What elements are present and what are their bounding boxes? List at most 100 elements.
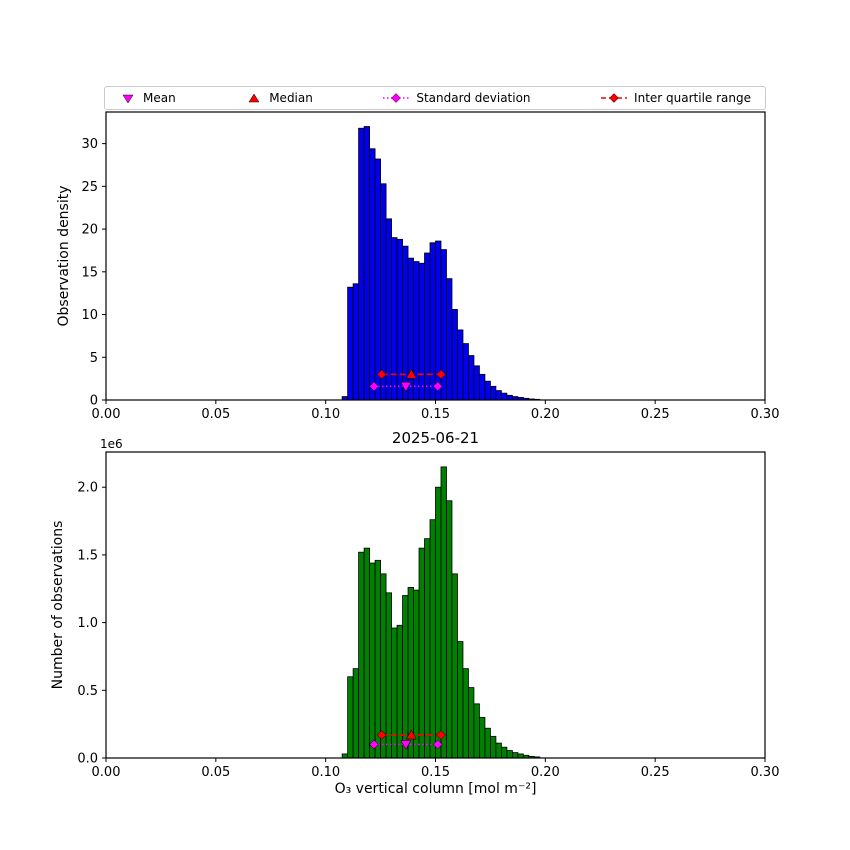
histogram-bar xyxy=(440,466,447,759)
histogram-bar xyxy=(363,126,371,401)
x-tick-label: 0.00 xyxy=(92,765,121,780)
histogram-bar xyxy=(358,551,365,759)
histogram-bar xyxy=(429,519,436,759)
x-tick-label: 0.00 xyxy=(92,407,121,422)
x-tick-label: 0.05 xyxy=(201,407,230,422)
x-tick-label: 0.30 xyxy=(751,765,780,780)
x-tick-label: 0.10 xyxy=(311,765,340,780)
y-tick-label: 5 xyxy=(90,351,98,366)
histogram-bar xyxy=(468,687,475,759)
legend-label-median: Median xyxy=(269,91,313,105)
x-tick-label: 0.25 xyxy=(641,765,670,780)
histogram-bar xyxy=(495,390,502,401)
y-tick-label: 0.0 xyxy=(77,752,98,767)
x-tick-label: 0.10 xyxy=(311,407,340,422)
histogram-bar xyxy=(380,573,387,759)
y-tick-label: 30 xyxy=(81,137,98,152)
histogram-bar xyxy=(402,595,409,759)
histogram-bar xyxy=(374,158,381,401)
histogram-bar xyxy=(473,365,480,401)
histogram-bar xyxy=(462,343,469,401)
histogram-bar xyxy=(347,676,354,759)
legend-label-iqr: Inter quartile range xyxy=(634,91,751,105)
y-tick-label: 20 xyxy=(81,223,98,238)
histogram-bar xyxy=(500,746,508,759)
histogram-bar xyxy=(457,641,464,759)
histogram-bar xyxy=(500,392,508,401)
histogram-bar xyxy=(385,218,392,401)
y-tick-label: 2.0 xyxy=(77,481,98,496)
y-tick-label: 1.0 xyxy=(77,616,98,631)
histogram-bar xyxy=(396,624,403,759)
mean-triangle-down-icon xyxy=(122,94,134,104)
histogram-bar xyxy=(446,278,453,401)
legend-label-mean: Mean xyxy=(143,91,176,105)
x-tick-label: 0.20 xyxy=(531,765,560,780)
y-tick-label: 25 xyxy=(81,180,98,195)
legend: Mean Median Standard deviation Inter qua… xyxy=(104,86,766,110)
x-tick-label: 0.15 xyxy=(421,765,450,780)
histogram-bar xyxy=(473,703,480,759)
iqr-dashed-diamond-icon xyxy=(601,93,628,103)
histogram-bar xyxy=(396,238,403,401)
x-tick-label: 0.20 xyxy=(531,407,560,422)
y-tick-label: 10 xyxy=(81,308,98,323)
histogram-bar xyxy=(506,394,513,401)
x-tick-label: 0.25 xyxy=(641,407,670,422)
std-deviation-dotted-diamond-icon xyxy=(383,93,410,103)
histogram-bar xyxy=(391,237,398,401)
histogram-bar xyxy=(407,257,414,401)
y-tick-label: 1.5 xyxy=(77,548,98,563)
bottom-y-axis-label: Number of observations xyxy=(50,520,66,690)
histogram-bar xyxy=(451,573,458,759)
histogram-bar xyxy=(457,329,464,401)
legend-item-median: Median xyxy=(245,91,313,105)
histogram-bar xyxy=(479,373,486,401)
legend-label-std: Standard deviation xyxy=(416,91,531,105)
legend-item-mean: Mean xyxy=(119,91,176,105)
y-tick-label: 0 xyxy=(90,394,98,409)
histogram-bar xyxy=(435,486,442,759)
x-tick-label: 0.05 xyxy=(201,765,230,780)
y-tick-label: 15 xyxy=(81,265,98,280)
top-y-axis-label: Observation density xyxy=(56,185,72,327)
histogram-bar xyxy=(479,716,486,759)
histogram-bar xyxy=(468,355,475,401)
histogram-bar xyxy=(358,127,365,401)
histogram-bar xyxy=(484,727,491,759)
histogram-bar xyxy=(385,592,392,759)
histogram-bar xyxy=(495,742,502,759)
y-tick-label: 0.5 xyxy=(77,684,98,699)
histogram-bar xyxy=(352,668,360,759)
histogram-bar xyxy=(517,753,524,759)
histogram-bar xyxy=(446,500,453,759)
histogram-bar xyxy=(429,242,436,401)
histogram-bar xyxy=(506,750,513,759)
histogram-bar xyxy=(451,309,458,401)
histogram-bar xyxy=(369,148,376,401)
x-axis-label: O₃ vertical column [mol m⁻²] xyxy=(334,781,537,797)
bottom-chart-title: 2025-06-21 xyxy=(391,429,480,447)
histogram-bar xyxy=(424,538,431,759)
histogram-bar xyxy=(347,286,354,401)
histogram-bar xyxy=(490,385,497,401)
legend-item-std: Standard deviation xyxy=(382,91,531,105)
histogram-bar xyxy=(424,252,431,401)
histogram-bar xyxy=(413,589,420,759)
histogram-bar xyxy=(374,559,381,759)
histogram-bar xyxy=(484,380,491,401)
histogram-bar xyxy=(490,735,497,759)
y-axis-offset-text: 1e6 xyxy=(100,437,123,451)
histogram-bar xyxy=(363,547,371,759)
x-tick-label: 0.30 xyxy=(751,407,780,422)
histogram-bar xyxy=(418,262,425,401)
legend-item-iqr: Inter quartile range xyxy=(600,91,751,105)
x-tick-label: 0.15 xyxy=(421,407,450,422)
histogram-bar xyxy=(380,183,387,401)
histogram-bar xyxy=(391,627,398,759)
histogram-bar xyxy=(341,753,349,759)
histogram-bar xyxy=(413,261,420,401)
histogram-bar xyxy=(511,752,519,759)
histogram-bar xyxy=(352,283,360,401)
